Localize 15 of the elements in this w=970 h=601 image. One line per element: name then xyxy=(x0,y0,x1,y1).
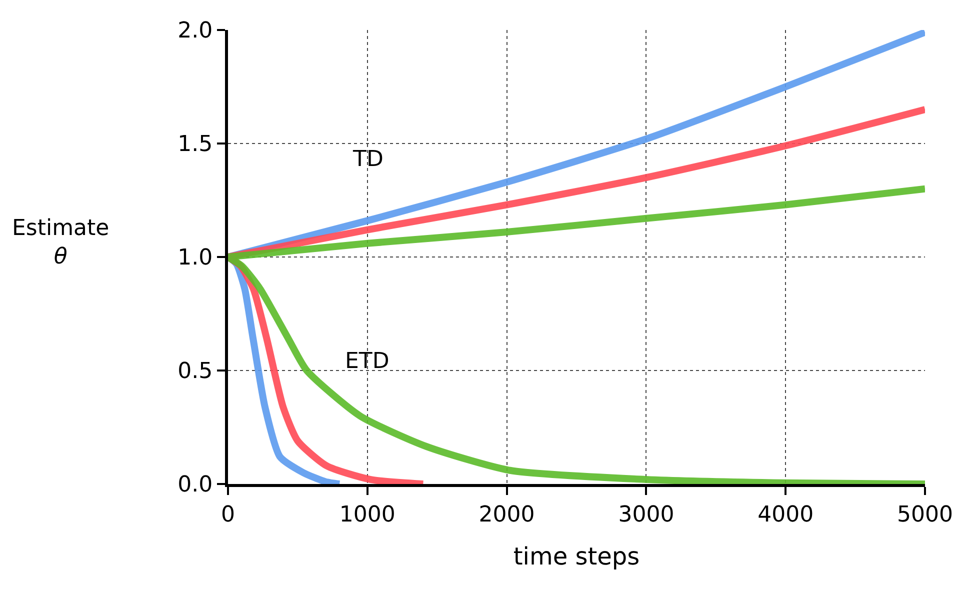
x-tick-label: 4000 xyxy=(758,502,814,528)
x-tick-label: 5000 xyxy=(897,502,953,528)
x-axis-title: time steps xyxy=(513,542,640,571)
x-tick-label: 1000 xyxy=(339,502,396,528)
y-tick-label: 0.5 xyxy=(178,359,213,384)
x-tick-label: 2000 xyxy=(478,502,535,528)
annotation: ETD xyxy=(345,349,390,374)
x-tick-label: 3000 xyxy=(618,502,674,528)
y-tick-label: 0.0 xyxy=(178,472,213,498)
y-tick-label: 1.0 xyxy=(178,246,213,271)
x-tick-label: 0 xyxy=(221,502,235,528)
y-tick-label: 1.5 xyxy=(178,132,213,158)
y-axis-title: Estimate θ xyxy=(12,216,110,270)
y-tick-label: 2.0 xyxy=(178,18,213,44)
annotation: TD xyxy=(352,147,384,172)
